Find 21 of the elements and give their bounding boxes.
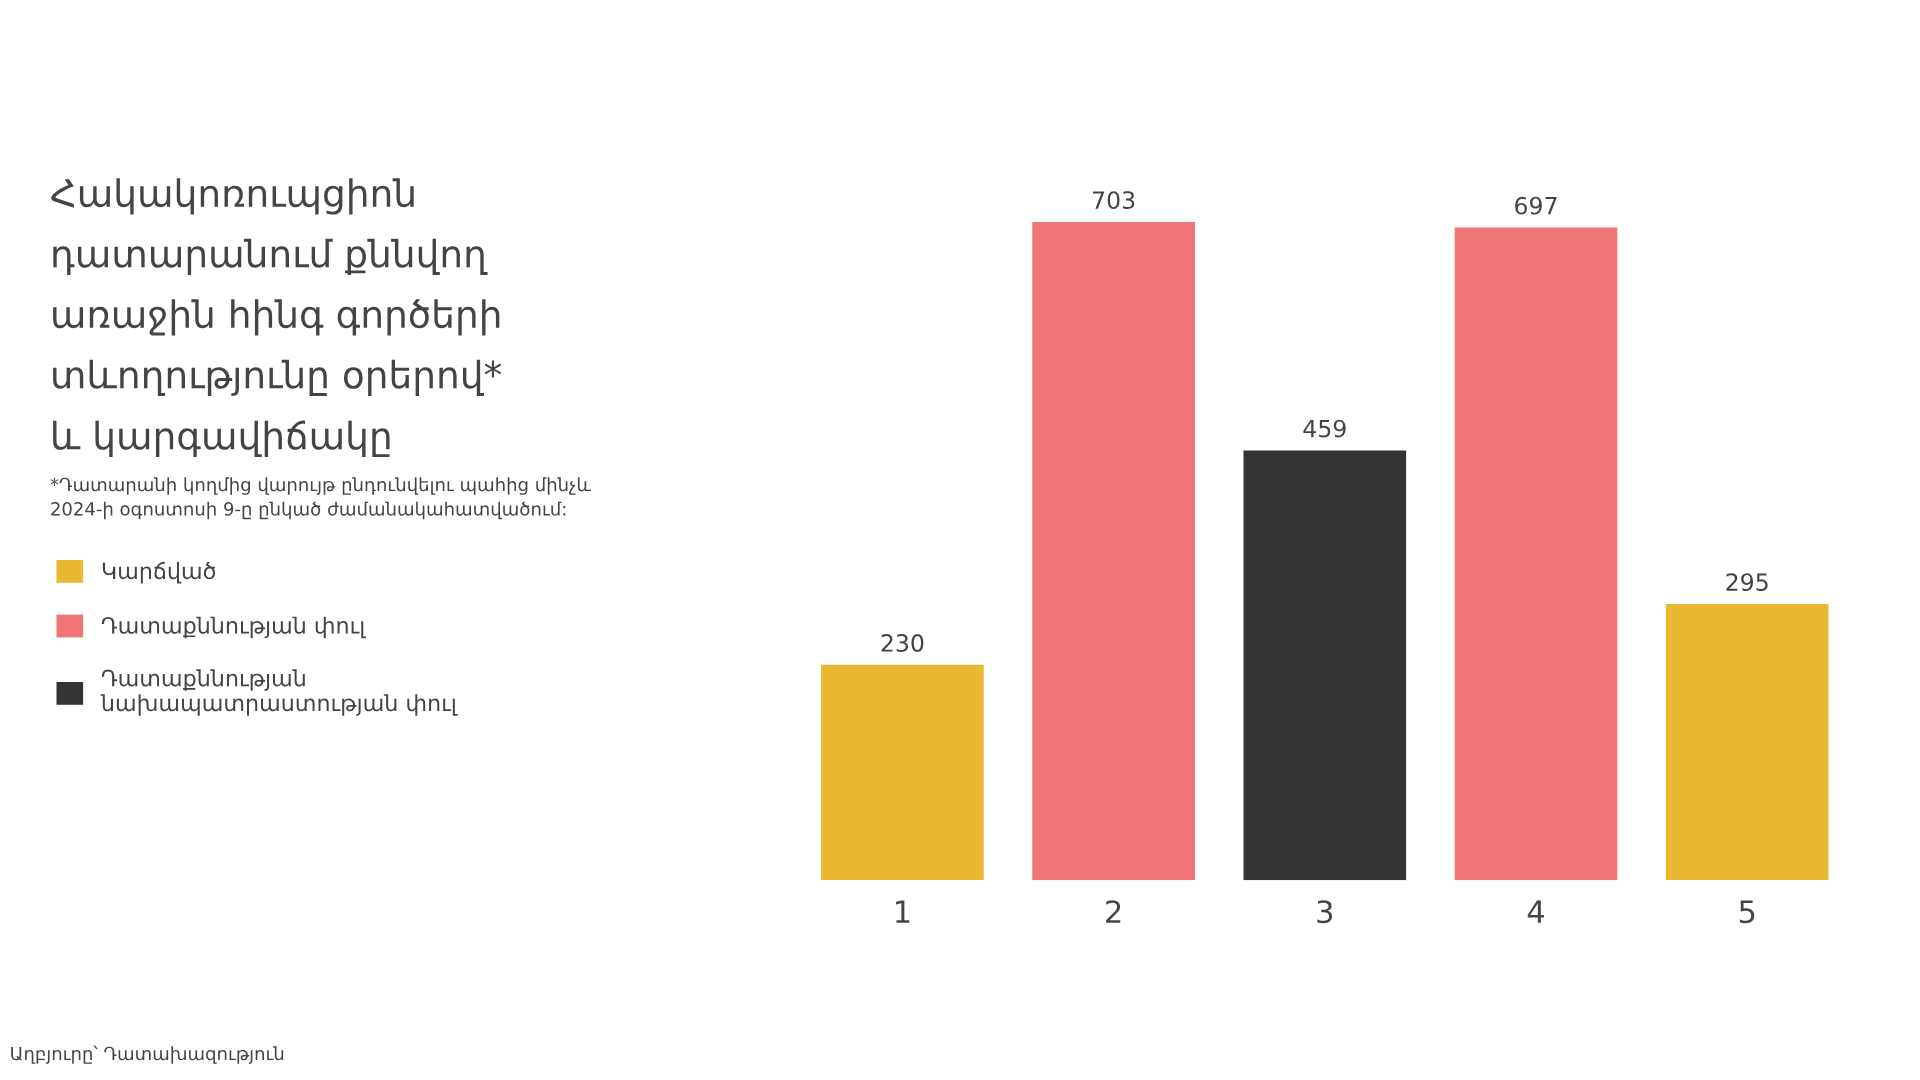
bar: [1454, 227, 1618, 881]
legend-label: Դատաքննության փուլ: [101, 616, 366, 639]
bar: [1032, 221, 1195, 881]
data-label: 703: [1093, 191, 1135, 210]
x-tick-label: 1: [896, 900, 910, 923]
bar: [1243, 450, 1407, 881]
text: Աղբյուրը՝ Դատախազություն: [11, 1045, 284, 1064]
legend-label: Դատաքննության նախապատրաստության փուլ: [100, 669, 458, 716]
bar: [1665, 603, 1829, 881]
bar: [821, 664, 984, 881]
data-label: 697: [1515, 196, 1557, 215]
x-tick-label: 5: [1739, 900, 1755, 924]
legend-label: Կարճված: [102, 561, 215, 584]
data-label: 459: [1303, 419, 1346, 438]
x-tick-label: 2: [1106, 900, 1121, 923]
x-tick-label: 4: [1527, 900, 1545, 923]
data-label: 295: [1726, 573, 1768, 592]
x-tick-label: 3: [1317, 900, 1333, 924]
text: Հակակոռուպցիոն դատարանում քննվող առաջին հինգ գործերի տևողությունը օրերով* և կարգավիճակը: [51, 178, 502, 458]
text: *Դատարանի կողմից վարույթ ընդունվելու պահից մինչև 2024-ի օգոստոսի 9-ը ընկած ժամանակահատվածում:: [50, 477, 592, 520]
data-label: 230: [881, 634, 924, 652]
